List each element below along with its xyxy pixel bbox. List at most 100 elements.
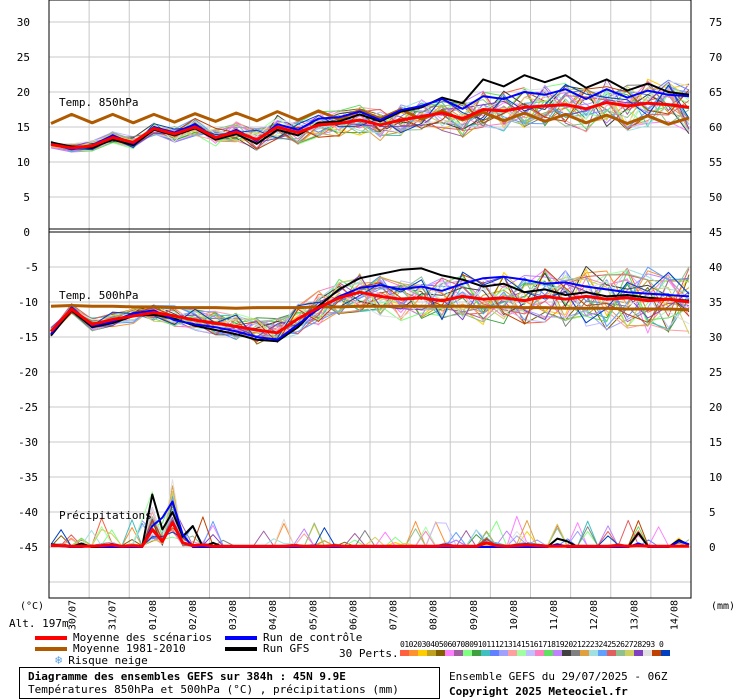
pert-swatch — [634, 650, 643, 656]
label-temp-500: Temp. 500hPa — [59, 289, 139, 302]
perturbation-line — [50, 80, 690, 147]
right-tick-label: 15 — [709, 436, 722, 449]
pert-swatch — [526, 650, 535, 656]
run-info: Ensemble GEFS du 29/07/2025 - 06Z — [449, 670, 668, 683]
x-tick-label: 03/08 — [228, 600, 239, 630]
legend-swatch-gfs — [225, 646, 257, 651]
right-tick-label: 55 — [709, 156, 722, 169]
pert-swatch — [409, 650, 418, 656]
legend-swatch-clim — [35, 646, 67, 651]
left-tick-label: 25 — [17, 51, 30, 64]
series-t850-line — [50, 108, 690, 126]
pert-swatch — [400, 650, 409, 656]
left-tick-label: 5 — [23, 191, 30, 204]
pert-swatch — [625, 650, 634, 656]
pert-swatch — [589, 650, 598, 656]
series-t500-line — [50, 267, 690, 343]
copyright: Copyright 2025 Meteociel.fr — [449, 685, 628, 698]
right-tick-label: 30 — [709, 331, 722, 344]
x-tick-label: 06/08 — [348, 600, 359, 630]
legend-swatch-control — [225, 635, 257, 640]
x-tick-label: 31/07 — [108, 600, 119, 630]
legend-gfs-label: Run GFS — [263, 642, 310, 655]
perturbation-line — [50, 268, 690, 343]
x-tick-label: 12/08 — [589, 600, 600, 630]
pert-color-swatches — [400, 650, 670, 656]
left-tick-label: 0 — [23, 226, 30, 239]
pert-swatch — [616, 650, 625, 656]
left-tick-label: 15 — [17, 121, 30, 134]
left-tick-label: 20 — [17, 86, 30, 99]
x-tick-label: 10/08 — [509, 600, 520, 630]
pert-swatch — [481, 650, 490, 656]
x-tick-label: 09/08 — [469, 600, 480, 630]
right-tick-label: 75 — [709, 16, 722, 29]
left-tick-label: -20 — [18, 366, 38, 379]
pert-swatch — [436, 650, 445, 656]
legend-gfs: Run GFS — [225, 642, 309, 655]
left-tick-label: -30 — [18, 436, 38, 449]
pert-swatch — [445, 650, 454, 656]
pert-swatch — [535, 650, 544, 656]
pert-swatch — [598, 650, 607, 656]
pert-swatch — [508, 650, 517, 656]
legend-snow-label: Risque neige — [68, 653, 148, 667]
axes: 302520151050-5-10-15-20-25-30-35-40-4575… — [17, 0, 722, 630]
x-tick-label: 13/08 — [629, 600, 640, 630]
x-tick-label: 05/08 — [308, 600, 319, 630]
x-tick-label: 04/08 — [268, 600, 279, 630]
left-axis-unit: (°C) — [20, 601, 45, 612]
pert-numbers: 0102030405060708091011121314151617181920… — [400, 640, 664, 649]
pert-swatch — [517, 650, 526, 656]
perturbation-line — [50, 81, 690, 148]
series-t500-line — [50, 304, 690, 312]
main-series — [49, 74, 690, 548]
legend-clim-label: Moyenne 1981-2010 — [73, 642, 186, 655]
right-tick-label: 70 — [709, 51, 722, 64]
pert-swatch — [580, 650, 589, 656]
footer-title: Diagramme des ensembles GEFS sur 384h : … — [28, 670, 346, 683]
pert-swatch — [463, 650, 472, 656]
legend-mean-scen: Moyenne des scénarios — [35, 631, 212, 644]
x-tick-label: 01/08 — [148, 600, 159, 630]
label-precipitations: Précipitations — [59, 509, 152, 522]
perturbation-line — [50, 84, 690, 151]
right-tick-label: 35 — [709, 296, 722, 309]
legend-climatology: Moyenne 1981-2010 — [35, 642, 186, 655]
x-tick-label: 08/08 — [429, 600, 440, 630]
snowflake-icon: ❄ — [55, 653, 63, 667]
pert-swatch — [427, 650, 436, 656]
x-tick-label: 02/08 — [188, 600, 199, 630]
pert-swatch — [499, 650, 508, 656]
series-precip-line — [51, 521, 689, 548]
left-tick-label: 30 — [17, 16, 30, 29]
pert-swatch — [562, 650, 571, 656]
series-t500-line — [49, 290, 690, 335]
altitude-label: Alt. 197m — [9, 617, 69, 630]
pert-swatch — [490, 650, 499, 656]
legend-control: Run de contrôle — [225, 631, 362, 644]
right-tick-label: 25 — [709, 366, 722, 379]
right-tick-label: 40 — [709, 261, 722, 274]
legend-perts: 30 Perts. — [339, 647, 399, 660]
right-tick-label: 45 — [709, 226, 722, 239]
label-temp-850: Temp. 850hPa — [59, 96, 139, 109]
right-axis-unit: (mm) — [711, 601, 736, 612]
legend-mean-label: Moyenne des scénarios — [73, 631, 213, 644]
left-tick-label: -5 — [25, 261, 38, 274]
left-tick-label: -25 — [18, 401, 38, 414]
right-tick-label: 5 — [709, 506, 716, 519]
left-tick-label: -40 — [18, 506, 38, 519]
right-tick-label: 20 — [709, 401, 722, 414]
footer-subtitle: Températures 850hPa et 500hPa (°C) , pré… — [28, 683, 399, 696]
left-tick-label: 10 — [17, 156, 30, 169]
pert-swatch — [607, 650, 616, 656]
plot-frame — [48, 0, 692, 599]
pert-swatch — [553, 650, 562, 656]
right-tick-label: 50 — [709, 191, 722, 204]
pert-swatch — [418, 650, 427, 656]
x-tick-label: 14/08 — [669, 600, 680, 630]
legend-swatch-mean — [35, 635, 67, 640]
pert-swatch — [643, 650, 652, 656]
